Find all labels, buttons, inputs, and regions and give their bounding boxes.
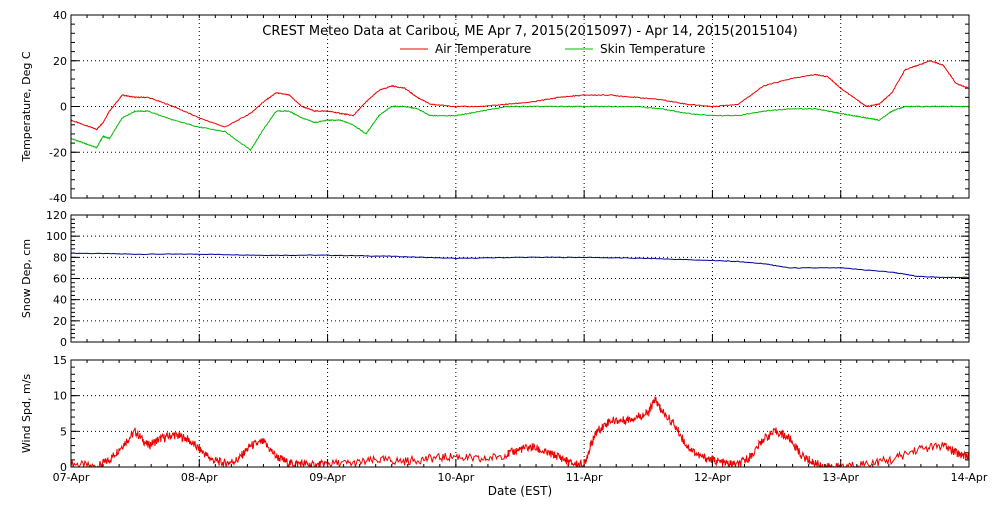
y-axis-label: Temperature, Deg C [20, 51, 33, 162]
y-tick-label: 5 [60, 425, 67, 438]
x-tick-label: 14-Apr [951, 471, 988, 484]
y-tick-label: 120 [46, 209, 67, 222]
series-line-air-temperature [71, 59, 969, 131]
y-axis-label: Wind Spd, m/s [20, 374, 33, 454]
x-tick-label: 09-Apr [309, 471, 346, 484]
y-tick-label: -40 [49, 192, 67, 205]
chart-title: CREST Meteo Data at Caribou, ME Apr 7, 2… [262, 24, 797, 39]
y-tick-label: 0 [60, 101, 67, 114]
series-line-skin-temperature [71, 105, 969, 152]
x-tick-label: 10-Apr [437, 471, 474, 484]
x-tick-label: 07-Apr [53, 471, 90, 484]
y-tick-label: 10 [53, 390, 67, 403]
panel-frame [70, 14, 970, 199]
panel-1: -40 -20 0 20 40 Temperature, Deg C CREST Meteo… [20, 9, 970, 205]
panel-frame [70, 214, 970, 343]
y-tick-label: 40 [53, 9, 67, 22]
y-tick-label: 15 [53, 354, 67, 367]
x-tick-label: 12-Apr [694, 471, 731, 484]
y-tick-label: 80 [53, 251, 67, 264]
y-tick-label: 60 [53, 273, 67, 286]
y-tick-label: -20 [49, 146, 67, 159]
x-tick-label: 11-Apr [566, 471, 603, 484]
panel-2: 0 20 40 60 80 100 120 Snow Dep, cm [20, 209, 970, 349]
x-tick-label: 08-Apr [181, 471, 218, 484]
y-tick-label: 0 [60, 461, 67, 474]
y-tick-label: 20 [53, 315, 67, 328]
legend-label: Air Temperature [435, 42, 531, 56]
panel-3: 0 5 10 15 Wind Spd, m/s 07-Apr 08-Apr 09-Apr 10-… [20, 354, 988, 498]
legend-label: Skin Temperature [600, 42, 705, 56]
y-tick-label: 40 [53, 294, 67, 307]
y-tick-label: 0 [60, 336, 67, 349]
x-axis-label: Date (EST) [488, 484, 552, 498]
y-axis-label: Snow Dep, cm [20, 239, 33, 318]
series-line-snow-depth [71, 252, 969, 279]
x-tick-label: 13-Apr [822, 471, 859, 484]
panel-frame [70, 359, 970, 468]
y-tick-label: 100 [46, 230, 67, 243]
series-line-wind-speed [71, 396, 969, 467]
y-tick-label: 20 [53, 55, 67, 68]
